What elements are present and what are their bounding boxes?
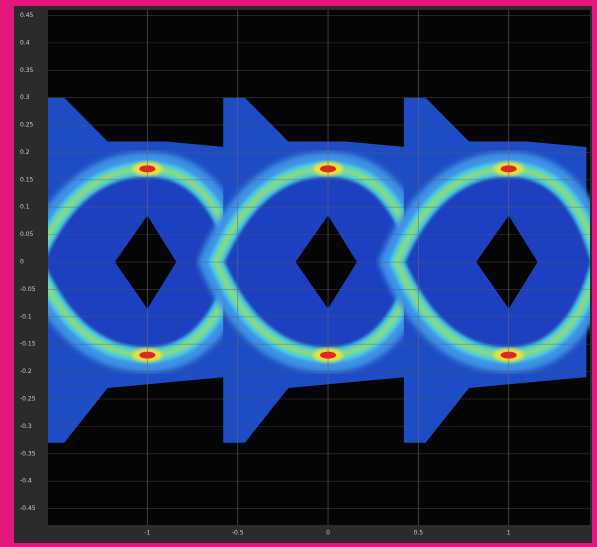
x-tick-label: 0.5 xyxy=(414,530,424,537)
y-tick-label: 0.35 xyxy=(20,67,34,74)
y-tick-label: 0.2 xyxy=(20,149,30,156)
x-tick-label: 0 xyxy=(326,530,330,537)
y-tick-label: -0.15 xyxy=(20,341,36,348)
y-tick-label: 0.15 xyxy=(20,176,34,183)
y-tick-label: -0.35 xyxy=(20,450,36,457)
y-tick-label: 0.25 xyxy=(20,122,34,129)
scope-screen: 0.45 0.4 0.35 0.3 0.25 0.2 0.15 0.1 0.05 0 -0.05 -0… xyxy=(0,0,597,547)
x-tick-label: 1 xyxy=(507,530,511,537)
y-tick-label: -0.45 xyxy=(20,505,36,512)
y-tick-label: -0.2 xyxy=(20,368,32,375)
y-tick-label: 0.1 xyxy=(20,204,30,211)
y-tick-label: 0.4 xyxy=(20,39,30,46)
y-tick-label: 0.45 xyxy=(20,12,34,19)
y-tick-label: -0.3 xyxy=(20,423,32,430)
y-tick-label: 0.3 xyxy=(20,94,30,101)
y-tick-label: -0.4 xyxy=(20,478,32,485)
x-tick-label: -0.5 xyxy=(232,530,244,537)
x-tick-label: -1 xyxy=(144,530,150,537)
y-tick-label: -0.25 xyxy=(20,395,36,402)
y-tick-label: -0.1 xyxy=(20,313,32,320)
page: 0.45 0.4 0.35 0.3 0.25 0.2 0.15 0.1 0.05 0 -0.05 -0… xyxy=(0,0,597,547)
y-tick-label: 0 xyxy=(20,259,24,266)
y-tick-label: -0.05 xyxy=(20,286,36,293)
y-tick-label: 0.05 xyxy=(20,231,34,238)
